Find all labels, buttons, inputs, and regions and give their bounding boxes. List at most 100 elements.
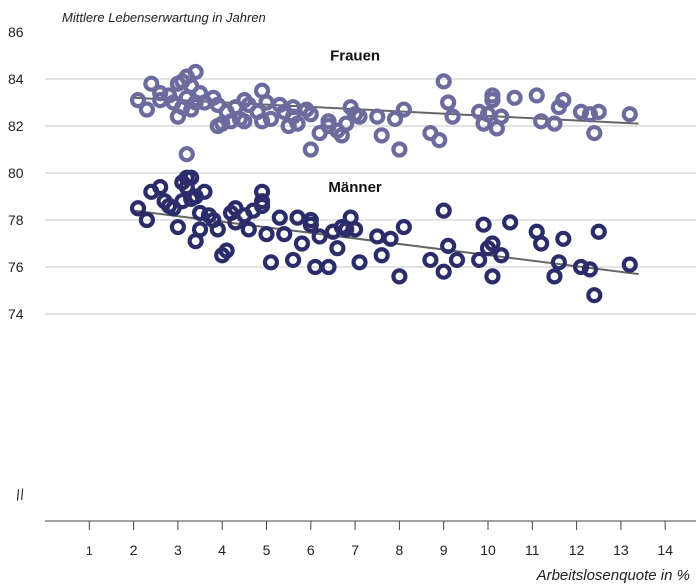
data-point-maenner bbox=[191, 204, 209, 222]
data-point-frauen bbox=[351, 108, 368, 125]
data-point-frauen bbox=[138, 101, 155, 118]
data-point-frauen bbox=[258, 94, 275, 111]
data-point-frauen bbox=[289, 115, 306, 132]
data-point-maenner bbox=[502, 214, 519, 231]
data-point-frauen bbox=[431, 132, 448, 149]
data-point-maenner bbox=[138, 211, 155, 229]
series-label-maenner: Männer bbox=[328, 179, 382, 196]
data-point-maenner bbox=[191, 221, 209, 238]
data-point-frauen bbox=[555, 92, 572, 109]
data-point-maenner bbox=[395, 218, 412, 236]
data-point-maenner bbox=[302, 216, 319, 233]
data-point-frauen bbox=[386, 110, 404, 128]
data-point-maenner bbox=[484, 268, 501, 285]
data-point-frauen bbox=[369, 108, 386, 125]
data-point-maenner bbox=[351, 254, 368, 271]
data-point-frauen bbox=[528, 87, 545, 104]
data-point-frauen bbox=[152, 84, 169, 102]
data-point-frauen bbox=[546, 115, 563, 132]
data-point-maenner bbox=[493, 247, 510, 264]
data-point-frauen bbox=[444, 108, 461, 125]
data-point-frauen bbox=[302, 106, 319, 123]
y-tick-label: 74 bbox=[8, 306, 24, 322]
data-point-frauen bbox=[440, 94, 457, 111]
data-point-maenner bbox=[240, 221, 257, 238]
data-point-maenner bbox=[311, 228, 328, 245]
data-point-frauen bbox=[533, 113, 550, 130]
y-tick-label: 76 bbox=[8, 259, 24, 275]
data-point-frauen bbox=[506, 89, 523, 106]
y-tick-label: 82 bbox=[8, 118, 24, 134]
data-point-maenner bbox=[391, 268, 408, 285]
data-point-maenner bbox=[555, 230, 572, 247]
data-point-maenner bbox=[284, 251, 302, 269]
x-tick-label: 14 bbox=[657, 542, 673, 558]
data-point-frauen bbox=[590, 103, 607, 121]
data-point-maenner bbox=[422, 251, 439, 269]
x-tick-label: 1 bbox=[86, 544, 93, 558]
data-point-frauen bbox=[320, 113, 337, 130]
data-point-frauen bbox=[302, 141, 319, 158]
data-point-maenner bbox=[253, 193, 271, 210]
x-tick-label: 5 bbox=[263, 542, 271, 558]
data-point-frauen bbox=[143, 75, 160, 92]
x-tick-label: 2 bbox=[130, 542, 138, 558]
data-point-maenner bbox=[572, 258, 590, 276]
data-point-frauen bbox=[493, 108, 510, 125]
data-point-frauen bbox=[484, 92, 501, 109]
data-point-maenner bbox=[533, 235, 550, 252]
data-point-maenner bbox=[546, 268, 563, 285]
x-tick-label: 11 bbox=[525, 542, 540, 558]
data-point-frauen bbox=[395, 101, 412, 118]
y-tick-label: 78 bbox=[8, 212, 24, 228]
data-point-frauen bbox=[236, 113, 253, 130]
data-point-maenner bbox=[581, 261, 598, 278]
data-point-maenner bbox=[329, 240, 346, 257]
x-tick-label: 10 bbox=[480, 542, 496, 558]
data-point-maenner bbox=[320, 258, 337, 276]
data-point-frauen bbox=[187, 63, 204, 81]
y-tick-label: 80 bbox=[8, 165, 24, 181]
data-point-maenner bbox=[289, 209, 306, 226]
y-tick-label: 86 bbox=[8, 24, 24, 40]
data-point-maenner bbox=[448, 251, 466, 269]
data-point-maenner bbox=[440, 237, 457, 254]
data-point-maenner bbox=[484, 235, 501, 252]
data-point-maenner bbox=[218, 242, 235, 259]
series-label-frauen: Frauen bbox=[330, 48, 380, 65]
x-axis-title: Arbeitslosenquote in % bbox=[536, 567, 690, 584]
data-point-maenner bbox=[271, 209, 288, 226]
data-point-frauen bbox=[253, 113, 271, 130]
data-point-maenner bbox=[196, 183, 213, 200]
data-point-frauen bbox=[373, 127, 390, 144]
data-point-frauen bbox=[435, 73, 452, 90]
data-point-frauen bbox=[586, 124, 603, 142]
data-point-frauen bbox=[391, 141, 408, 158]
data-point-maenner bbox=[373, 247, 390, 264]
data-point-maenner bbox=[262, 254, 280, 271]
data-point-maenner bbox=[382, 230, 399, 247]
x-tick-label: 12 bbox=[569, 542, 585, 558]
x-tick-label: 3 bbox=[174, 542, 182, 558]
x-tick-label: 8 bbox=[396, 542, 404, 558]
x-tick-label: 6 bbox=[307, 542, 315, 558]
data-point-frauen bbox=[129, 92, 147, 109]
points-layer bbox=[129, 63, 638, 304]
data-point-frauen bbox=[572, 103, 590, 121]
data-point-maenner bbox=[621, 256, 638, 273]
data-point-maenner bbox=[590, 223, 607, 240]
data-point-frauen bbox=[581, 106, 598, 123]
data-point-maenner bbox=[129, 200, 147, 217]
data-point-maenner bbox=[183, 169, 200, 186]
data-point-maenner bbox=[369, 228, 386, 245]
data-point-maenner bbox=[586, 287, 603, 304]
data-point-maenner bbox=[276, 226, 293, 243]
data-point-maenner bbox=[293, 235, 311, 252]
data-point-frauen bbox=[621, 106, 638, 123]
data-point-frauen bbox=[178, 146, 195, 163]
data-point-maenner bbox=[471, 251, 488, 269]
data-point-frauen bbox=[262, 110, 280, 128]
data-point-maenner bbox=[347, 221, 364, 238]
